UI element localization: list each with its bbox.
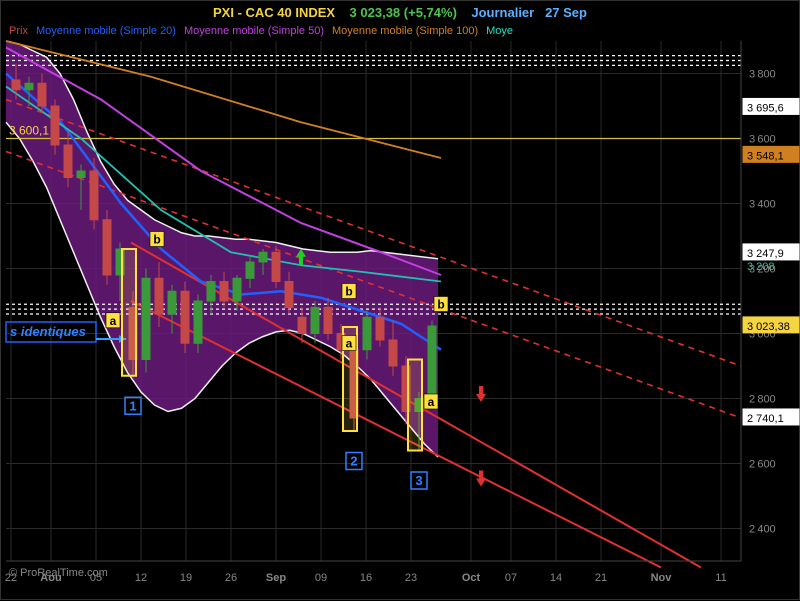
svg-text:b: b xyxy=(153,233,160,247)
svg-text:11: 11 xyxy=(715,572,726,584)
svg-text:a: a xyxy=(110,314,117,328)
svg-text:Oct: Oct xyxy=(462,572,481,584)
svg-text:2: 2 xyxy=(350,454,357,469)
svg-text:23: 23 xyxy=(405,572,417,584)
svg-text:b: b xyxy=(345,285,352,299)
svg-text:1: 1 xyxy=(129,398,136,413)
svg-text:19: 19 xyxy=(180,572,192,584)
svg-text:Sep: Sep xyxy=(266,572,286,584)
svg-text:2 600: 2 600 xyxy=(749,459,776,471)
svg-text:3: 3 xyxy=(415,473,422,488)
svg-text:3 548,1: 3 548,1 xyxy=(747,150,784,162)
svg-text:a: a xyxy=(428,395,435,409)
svg-text:14: 14 xyxy=(550,572,562,584)
svg-text:2 740,1: 2 740,1 xyxy=(747,413,784,425)
svg-text:3 600,1: 3 600,1 xyxy=(9,123,49,137)
svg-text:3 023,38: 3 023,38 xyxy=(747,321,790,333)
svg-text:26: 26 xyxy=(225,572,237,584)
svg-text:16: 16 xyxy=(360,572,372,584)
svg-text:3 400: 3 400 xyxy=(749,199,776,211)
watermark: © ProRealTime.com xyxy=(9,567,108,579)
svg-text:3 600: 3 600 xyxy=(749,134,776,146)
svg-text:3 208: 3 208 xyxy=(747,261,775,273)
svg-text:b: b xyxy=(437,298,444,312)
svg-text:21: 21 xyxy=(595,572,607,584)
price-chart[interactable]: 2 4002 6002 8003 0003 2003 4003 6003 800… xyxy=(1,1,800,601)
svg-text:07: 07 xyxy=(505,572,517,584)
svg-text:Nov: Nov xyxy=(651,572,673,584)
chart-container: PXI - CAC 40 INDEX 3 023,38 (+5,74%) Jou… xyxy=(0,0,800,600)
svg-text:12: 12 xyxy=(135,572,147,584)
svg-text:s identiques: s identiques xyxy=(10,324,86,339)
svg-text:2 800: 2 800 xyxy=(749,394,776,406)
svg-text:2 400: 2 400 xyxy=(749,524,776,536)
svg-text:3 695,6: 3 695,6 xyxy=(747,102,784,114)
svg-text:09: 09 xyxy=(315,572,327,584)
svg-text:3 247,9: 3 247,9 xyxy=(747,248,784,260)
svg-text:3 800: 3 800 xyxy=(749,69,776,81)
svg-text:a: a xyxy=(346,337,353,351)
